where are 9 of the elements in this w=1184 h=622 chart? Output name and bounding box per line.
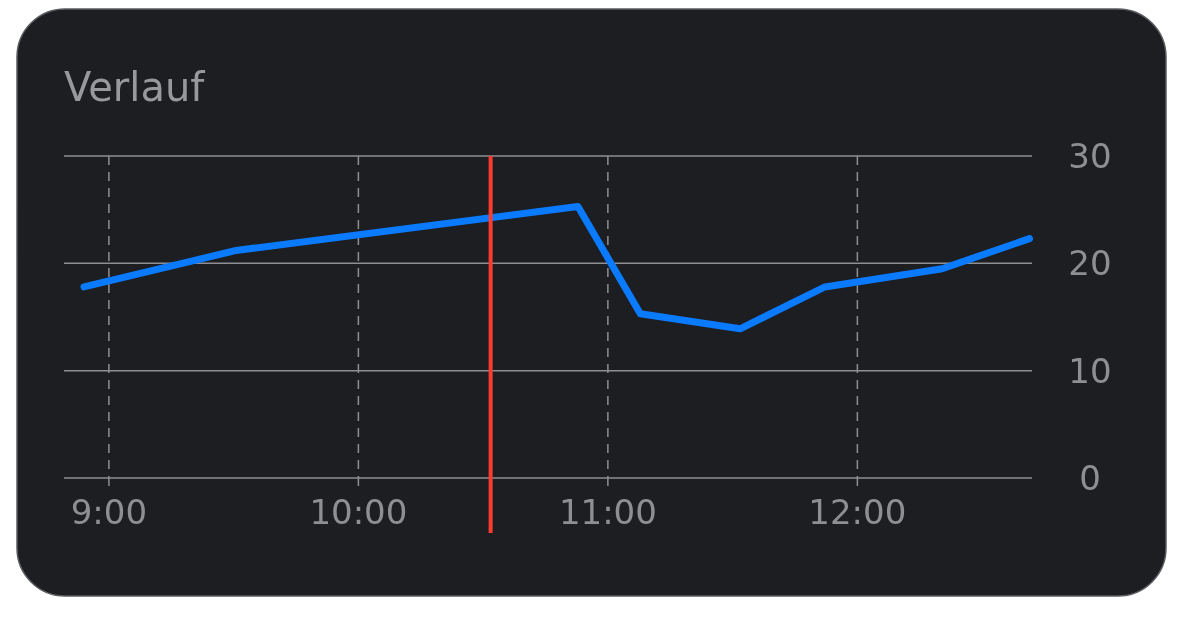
x-tick-label: 10:00 bbox=[309, 492, 408, 532]
y-tick-label: 0 bbox=[1079, 458, 1101, 498]
x-tick-label: 11:00 bbox=[558, 492, 657, 532]
chart-title: Verlauf bbox=[64, 64, 206, 110]
x-tick-label: 9:00 bbox=[70, 492, 148, 532]
y-tick-label: 30 bbox=[1068, 136, 1112, 176]
x-tick-label: 12:00 bbox=[808, 492, 907, 532]
y-tick-label: 20 bbox=[1068, 243, 1112, 284]
y-tick-label: 10 bbox=[1068, 350, 1112, 391]
